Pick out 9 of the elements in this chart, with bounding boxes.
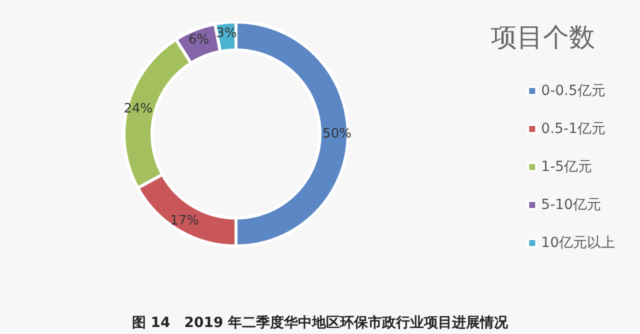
legend-label: 0-0.5亿元: [541, 83, 606, 99]
data-label: 6%: [188, 32, 210, 48]
legend-label: 5-10亿元: [541, 197, 601, 213]
legend-label: 10亿元以上: [541, 235, 616, 251]
legend-label: 0.5-1亿元: [541, 121, 606, 137]
caption: 图 14 2019 年二季度华中地区环保市政行业项目进展情况: [132, 314, 510, 331]
legend-label: 1-5亿元: [541, 159, 592, 175]
chart-title: 项目个数: [491, 23, 595, 53]
data-label: 17%: [170, 213, 200, 228]
